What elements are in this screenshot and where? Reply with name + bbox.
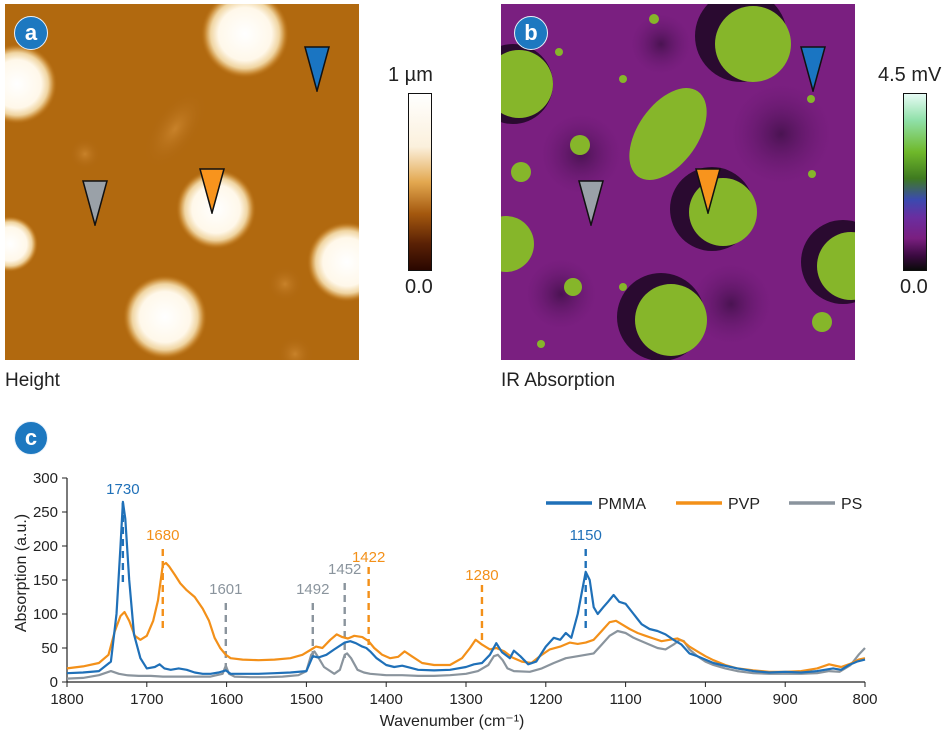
x-tick-label: 1100 xyxy=(609,691,641,708)
peak-label-1730: 1730 xyxy=(106,481,139,498)
marker-triangle-gray-b xyxy=(578,180,604,226)
peak-label-1680: 1680 xyxy=(146,527,179,544)
ir-scale-top-label: 4.5 mV xyxy=(878,64,942,86)
x-tick-label: 1400 xyxy=(370,691,403,708)
series-line-pvp xyxy=(66,561,866,673)
chart-axes: 0 50 100 150 200 250 300 1800 1700 1600 1500 1400 13… xyxy=(33,470,878,708)
y-tick-label: 300 xyxy=(33,470,58,487)
height-caption: Height xyxy=(5,370,60,391)
marker-triangle-orange-a xyxy=(199,168,225,214)
ir-absorption-image xyxy=(501,4,855,360)
y-tick-label: 250 xyxy=(33,504,58,521)
x-tick-label: 1600 xyxy=(210,691,243,708)
y-tick-label: 150 xyxy=(33,572,58,589)
absorption-spectra-chart: 0 50 100 150 200 250 300 1800 1700 1600 1500 1400 13… xyxy=(13,470,878,730)
height-colorbar xyxy=(408,93,432,271)
peak-label-1280: 1280 xyxy=(465,567,498,584)
x-tick-label: 1300 xyxy=(449,691,482,708)
legend-label-pvp: PVP xyxy=(728,496,760,513)
x-tick-label: 1000 xyxy=(689,691,722,708)
ir-map-panel xyxy=(501,4,855,360)
chart-legend: PMMA PVP PS xyxy=(546,496,862,513)
y-tick-label: 200 xyxy=(33,538,58,555)
legend-label-ps: PS xyxy=(841,496,862,513)
height-map-image xyxy=(5,4,359,360)
y-axis-label: Absorption (a.u.) xyxy=(13,514,30,632)
peak-label-1601: 1601 xyxy=(209,581,242,598)
chart-series xyxy=(66,500,866,680)
panel-c-badge: c xyxy=(14,421,48,455)
panel-b-badge: b xyxy=(514,16,548,50)
y-tick-label: 50 xyxy=(41,640,58,657)
peak-label-1422: 1422 xyxy=(352,549,385,566)
series-line-pmma xyxy=(66,500,866,675)
x-tick-label: 1700 xyxy=(130,691,163,708)
peak-label-1492: 1492 xyxy=(296,581,329,598)
peak-label-1452: 1452 xyxy=(328,561,361,578)
ir-colorbar xyxy=(903,93,927,271)
y-tick-label: 100 xyxy=(33,606,58,623)
x-tick-label: 900 xyxy=(773,691,798,708)
marker-triangle-orange-b xyxy=(695,168,721,214)
peak-label-1150: 1150 xyxy=(570,527,602,544)
x-tick-label: 800 xyxy=(852,691,877,708)
series-line-ps xyxy=(66,629,866,680)
height-map-panel xyxy=(5,4,359,360)
panel-a-badge: a xyxy=(14,16,48,50)
ir-absorption-caption: IR Absorption xyxy=(501,370,616,391)
marker-triangle-gray-a xyxy=(82,180,108,226)
legend-label-pmma: PMMA xyxy=(598,496,646,513)
ir-scale-bottom-label: 0.0 xyxy=(900,276,928,298)
marker-triangle-blue-b xyxy=(800,46,826,92)
x-axis-label: Wavenumber (cm⁻¹) xyxy=(380,713,525,730)
marker-triangle-blue-a xyxy=(304,46,330,92)
x-tick-label: 1800 xyxy=(50,691,83,708)
x-tick-label: 1500 xyxy=(290,691,323,708)
height-scale-bottom-label: 0.0 xyxy=(405,276,433,298)
height-scale-top-label: 1 µm xyxy=(388,64,433,86)
x-tick-label: 1200 xyxy=(529,691,562,708)
y-tick-label: 0 xyxy=(50,674,58,691)
